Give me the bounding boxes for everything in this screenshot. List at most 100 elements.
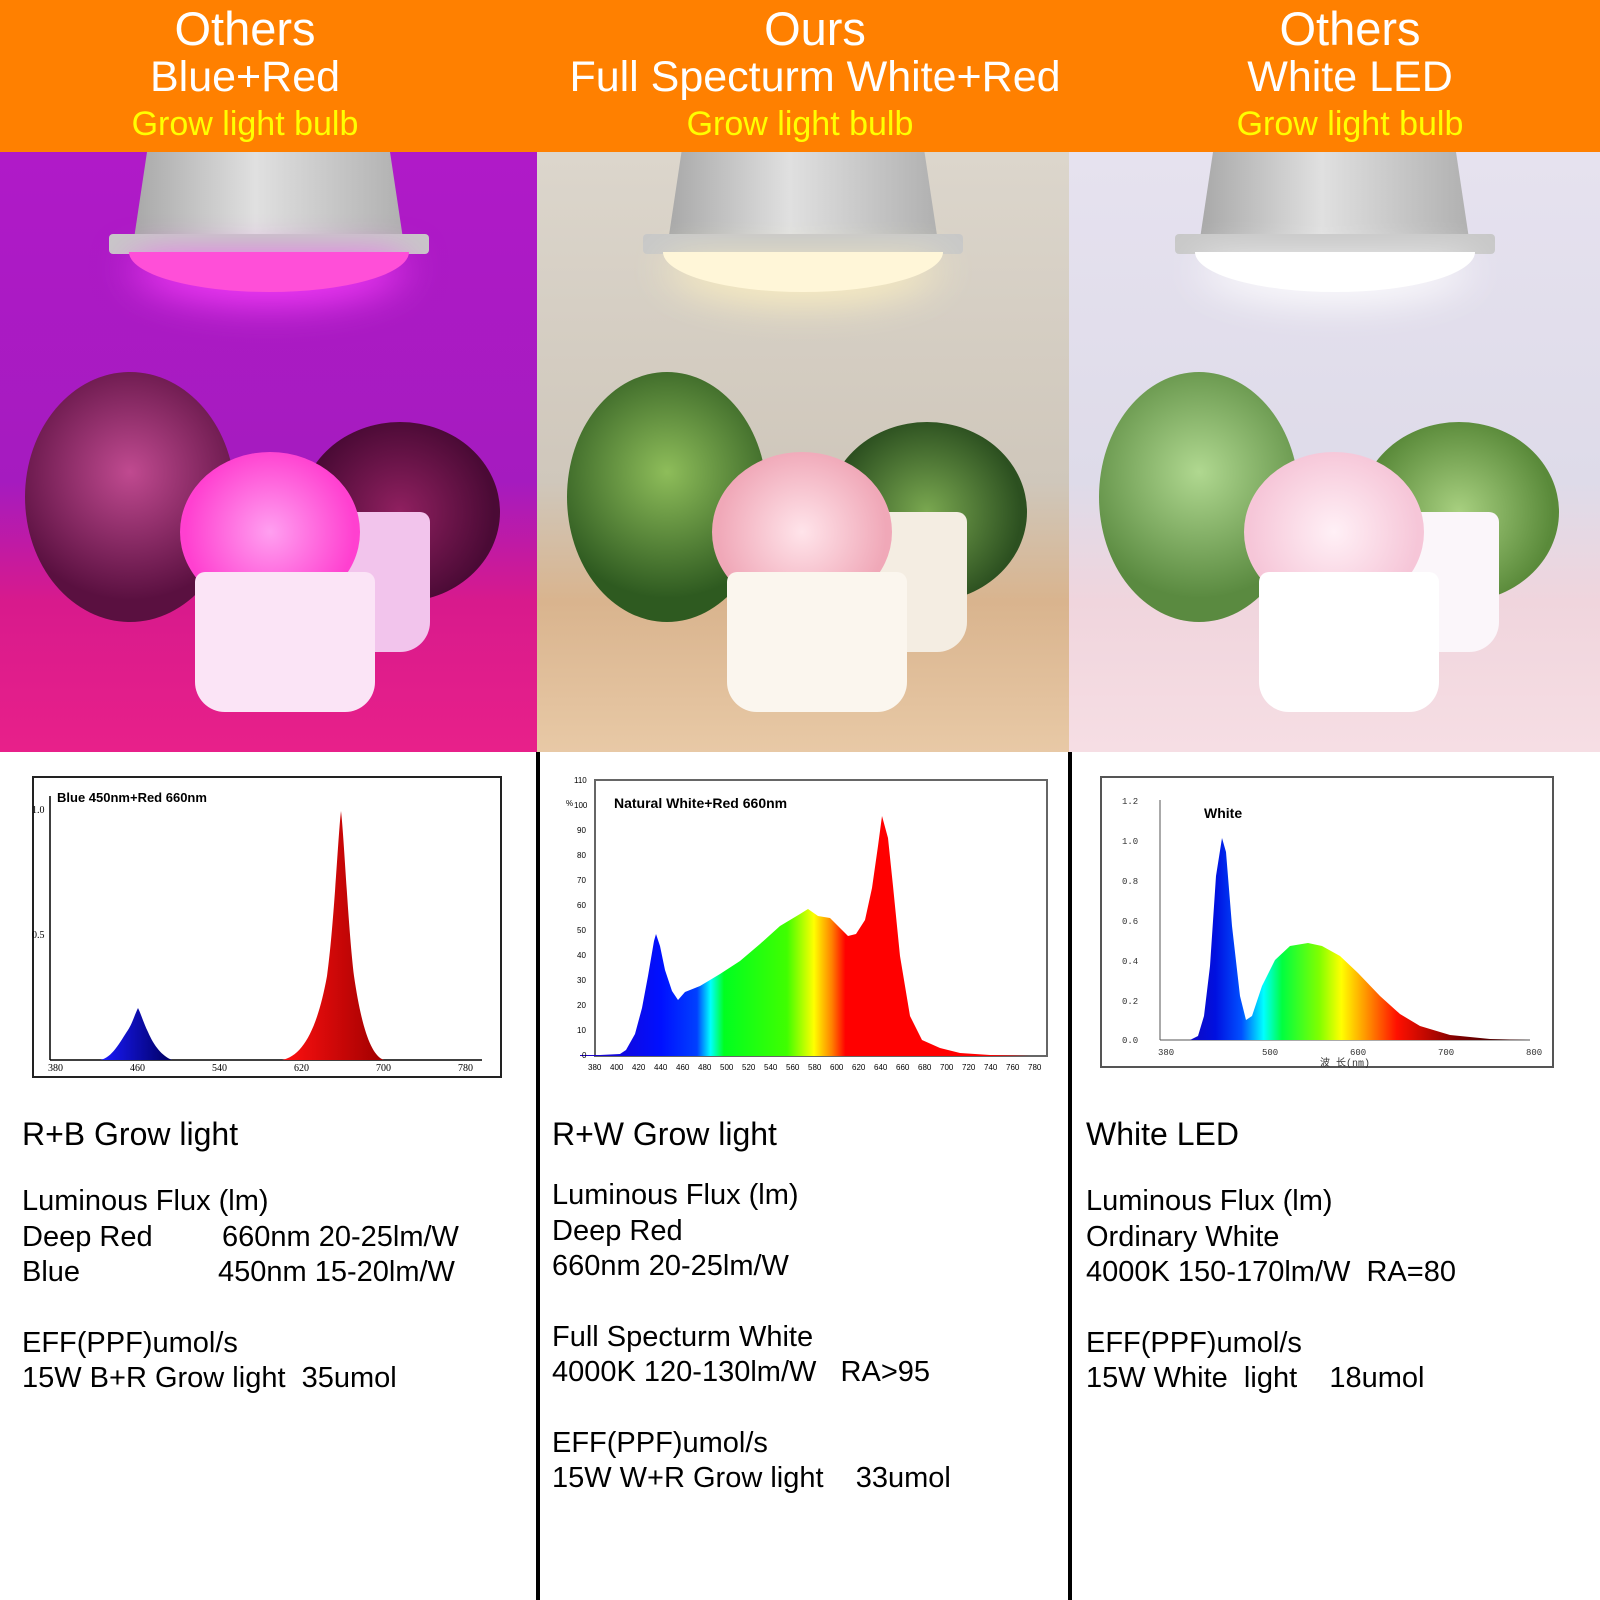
info-white-led: White LED Luminous Flux (lm) Ordinary Wh… — [1086, 1114, 1586, 1397]
header-tag: Others — [1279, 2, 1421, 55]
spec-label: Blue — [22, 1256, 81, 1288]
x-tick: 380 — [1158, 1048, 1174, 1058]
x-tick: 520 — [742, 1063, 756, 1072]
y-tick: 20 — [577, 1001, 586, 1010]
chart-title: Natural White+Red 660nm — [614, 795, 787, 811]
x-tick: 440 — [654, 1063, 668, 1072]
x-tick: 600 — [830, 1063, 844, 1072]
x-tick: 700 — [1438, 1048, 1454, 1058]
y-tick: 0.5 — [32, 930, 45, 941]
y-tick: 1.0 — [32, 805, 45, 816]
header-product: Full Specturm White+Red — [569, 53, 1061, 101]
header-subtitle: Grow light bulb — [131, 105, 359, 143]
y-tick: 0.6 — [1122, 917, 1138, 927]
watering-can-icon — [727, 572, 907, 712]
y-tick: 40 — [577, 951, 586, 960]
header-product: Blue+Red — [149, 53, 341, 101]
y-tick: 0.0 — [1122, 1036, 1138, 1046]
y-tick: 60 — [577, 901, 586, 910]
x-tick: 680 — [918, 1063, 932, 1072]
x-tick: 500 — [720, 1063, 734, 1072]
y-tick: 1.0 — [1122, 837, 1138, 847]
y-tick: 50 — [577, 926, 586, 935]
header-subtitle: Grow light bulb — [686, 105, 914, 143]
header-tag: Others — [174, 2, 316, 55]
y-tick: 0.8 — [1122, 877, 1138, 887]
x-axis-label: 波 长(nm) — [1320, 1056, 1370, 1070]
x-tick: 540 — [212, 1063, 227, 1074]
eff-value: 15W W+R Grow light 33umol — [552, 1462, 951, 1494]
header-col-others-blue-red: Others Blue+Red Grow light bulb — [0, 0, 490, 152]
eff-value: 15W B+R Grow light 35umol — [22, 1362, 397, 1394]
spectrum-chart-white-red: 110 % 100 90 80 70 60 50 40 30 20 10 0 3… — [560, 776, 1050, 1076]
x-tick: 380 — [48, 1063, 63, 1074]
spec-value: 450nm 15-20lm/W — [218, 1256, 455, 1288]
info-title: R+W Grow light — [552, 1116, 777, 1152]
spec-label: Ordinary White — [1086, 1220, 1280, 1253]
y-tick: 10 — [577, 1026, 586, 1035]
x-tick: 460 — [130, 1063, 145, 1074]
chart-title: Blue 450nm+Red 660nm — [57, 790, 207, 805]
y-tick: 90 — [577, 826, 586, 835]
spec-row-blue: Blue 450nm 15-20lm/W — [22, 1255, 522, 1291]
bulb-icon — [108, 152, 429, 292]
x-tick: 620 — [852, 1063, 866, 1072]
header-product: White LED — [1247, 53, 1453, 101]
flux-label: Luminous Flux (lm) — [552, 1179, 799, 1211]
header-tag: Ours — [764, 2, 866, 55]
x-tick: 400 — [610, 1063, 624, 1072]
x-tick: 580 — [808, 1063, 822, 1072]
spec-row-deep-red: Deep Red 660nm 20-25lm/W — [22, 1220, 522, 1256]
spec-value: 660nm 20-25lm/W — [552, 1250, 789, 1282]
info-title: R+B Grow light — [22, 1116, 239, 1152]
x-tick: 800 — [1526, 1048, 1542, 1058]
photo-white-led — [1069, 152, 1600, 752]
comparison-header: Others Blue+Red Grow light bulb Ours Ful… — [0, 0, 1600, 152]
spec-value: 4000K 120-130lm/W RA>95 — [552, 1356, 931, 1388]
x-tick: 700 — [940, 1063, 954, 1072]
eff-value: 15W White light 18umol — [1086, 1362, 1425, 1394]
watering-can-icon — [195, 572, 375, 712]
bulb-icon — [1174, 152, 1495, 292]
photo-white-red — [537, 152, 1069, 752]
x-tick: 480 — [698, 1063, 712, 1072]
x-tick: 760 — [1006, 1063, 1020, 1072]
y-tick: 0.4 — [1122, 957, 1138, 967]
x-tick: 420 — [632, 1063, 646, 1072]
y-tick: 110 — [574, 776, 587, 785]
header-subtitle: Grow light bulb — [1236, 105, 1464, 143]
header-col-ours: Ours Full Specturm White+Red Grow light … — [520, 0, 1110, 152]
y-tick: 0 — [582, 1051, 587, 1060]
x-tick: 720 — [962, 1063, 976, 1072]
column-divider — [1068, 752, 1072, 1600]
header-col-others-white: Others White LED Grow light bulb — [1100, 0, 1600, 152]
y-tick: 100 — [574, 801, 588, 810]
spec-label: Deep Red — [552, 1214, 683, 1247]
x-tick: 780 — [458, 1063, 473, 1074]
x-tick: 540 — [764, 1063, 778, 1072]
x-tick: 640 — [874, 1063, 888, 1072]
flux-label: Luminous Flux (lm) — [1086, 1185, 1333, 1217]
info-title: White LED — [1086, 1116, 1239, 1152]
info-rb-grow-light: R+B Grow light Luminous Flux (lm) Deep R… — [22, 1114, 522, 1397]
x-tick: 780 — [1028, 1063, 1042, 1072]
column-divider — [536, 752, 540, 1600]
photo-blue-red — [0, 152, 537, 752]
x-tick: 660 — [896, 1063, 910, 1072]
y-tick: 30 — [577, 976, 586, 985]
x-tick: 600 — [1350, 1048, 1366, 1058]
info-rw-grow-light: R+W Grow light Luminous Flux (lm) Deep R… — [552, 1114, 1052, 1497]
y-tick: 1.2 — [1122, 797, 1138, 807]
x-tick: 560 — [786, 1063, 800, 1072]
spec-label: Full Specturm White — [552, 1320, 814, 1353]
y-tick: 80 — [577, 851, 586, 860]
spec-value: 660nm 20-25lm/W — [222, 1220, 459, 1253]
spec-label: Deep Red — [22, 1220, 153, 1253]
x-tick: 700 — [376, 1063, 391, 1074]
x-tick: 380 — [588, 1063, 602, 1072]
flux-label: Luminous Flux (lm) — [22, 1185, 269, 1217]
eff-label: EFF(PPF)umol/s — [1086, 1326, 1302, 1359]
photo-strip — [0, 152, 1600, 752]
spectrum-chart-white: 0.0 0.2 0.4 0.6 0.8 1.0 1.2 380 500 600 … — [1100, 776, 1554, 1070]
eff-label: EFF(PPF)umol/s — [552, 1426, 768, 1459]
